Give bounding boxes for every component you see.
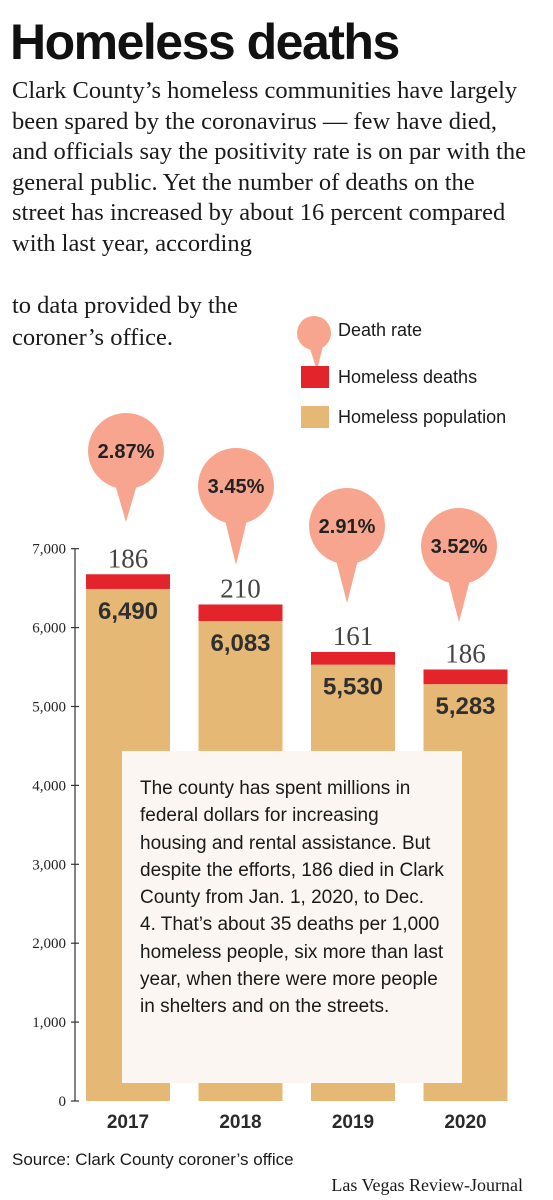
y-tick-label: 7,000 [32, 542, 66, 558]
death-rate-bubble [421, 508, 497, 584]
source-text: Source: Clark County coroner’s office [12, 1150, 294, 1169]
deaths-bar [86, 574, 170, 589]
death-rate-bubble [309, 488, 385, 564]
death-rate-label: 2.91% [319, 516, 376, 538]
deaths-bar [311, 651, 395, 665]
x-axis-labels: 2017 2018 2019 2020 [107, 1112, 487, 1133]
deaths-value-label: 161 [333, 621, 374, 651]
note-box: The county has spent millions in federal… [122, 751, 462, 1083]
y-axis: 0 1,000 2,000 3,000 4,000 5,000 6,000 7,000 [32, 542, 79, 1110]
death-rate-label: 2.87% [98, 441, 155, 463]
y-tick-label: 1,000 [32, 1015, 66, 1031]
population-value-label: 5,530 [323, 674, 383, 701]
legend-swatches [297, 316, 331, 428]
legend-homeless-deaths-label: Homeless deaths [338, 367, 478, 387]
intro-text-end: to data provided by the coroner’s office… [12, 292, 238, 351]
death-rate-label: 3.52% [431, 536, 488, 558]
page-title: Homeless deaths [10, 14, 400, 70]
death-rate-pointer [224, 516, 248, 565]
y-tick-label: 5,000 [32, 700, 66, 716]
y-tick-label: 0 [59, 1094, 67, 1110]
legend-population-swatch [301, 406, 329, 428]
legend-rate-pointer [309, 346, 323, 370]
legend-homeless-population-label: Homeless population [338, 407, 507, 427]
deaths-value-label: 186 [108, 543, 149, 573]
y-tick-label: 4,000 [32, 778, 66, 794]
death-rate-bubble [88, 413, 164, 489]
legend-deaths-swatch [301, 366, 329, 388]
credit-text: Las Vegas Review-Journal [331, 1175, 523, 1195]
death-rate-pointer [114, 481, 138, 522]
x-tick-label: 2019 [332, 1112, 374, 1133]
death-rate-pointer [335, 556, 359, 603]
bar-labels: 6,490 186 6,083 210 5,530 161 5,283 186 [98, 543, 496, 720]
population-value-label: 6,490 [98, 598, 158, 625]
legend-rate-swatch [297, 316, 331, 350]
deaths-bar [423, 669, 508, 685]
death-rate-label: 3.45% [208, 476, 265, 498]
death-rate-pointer [447, 576, 471, 622]
population-value-label: 5,283 [435, 693, 495, 720]
intro-text: Clark County’s homeless communities have… [12, 77, 526, 257]
death-rate-bubbles: 2.87% 3.45% 2.91% 3.52% [88, 413, 497, 622]
note-text: The county has spent millions in federal… [140, 778, 444, 1018]
population-value-label: 6,083 [210, 630, 270, 657]
legend-death-rate-label: Death rate [338, 320, 423, 340]
y-tick-label: 2,000 [32, 936, 66, 952]
x-tick-label: 2018 [219, 1112, 261, 1133]
deaths-bar [198, 604, 283, 622]
x-tick-label: 2020 [444, 1112, 486, 1133]
deaths-value-label: 210 [220, 573, 261, 603]
y-tick-label: 3,000 [32, 857, 66, 873]
death-rate-bubble [198, 448, 274, 524]
x-tick-label: 2017 [107, 1112, 149, 1133]
y-tick-label: 6,000 [32, 621, 66, 637]
deaths-value-label: 186 [445, 638, 486, 668]
